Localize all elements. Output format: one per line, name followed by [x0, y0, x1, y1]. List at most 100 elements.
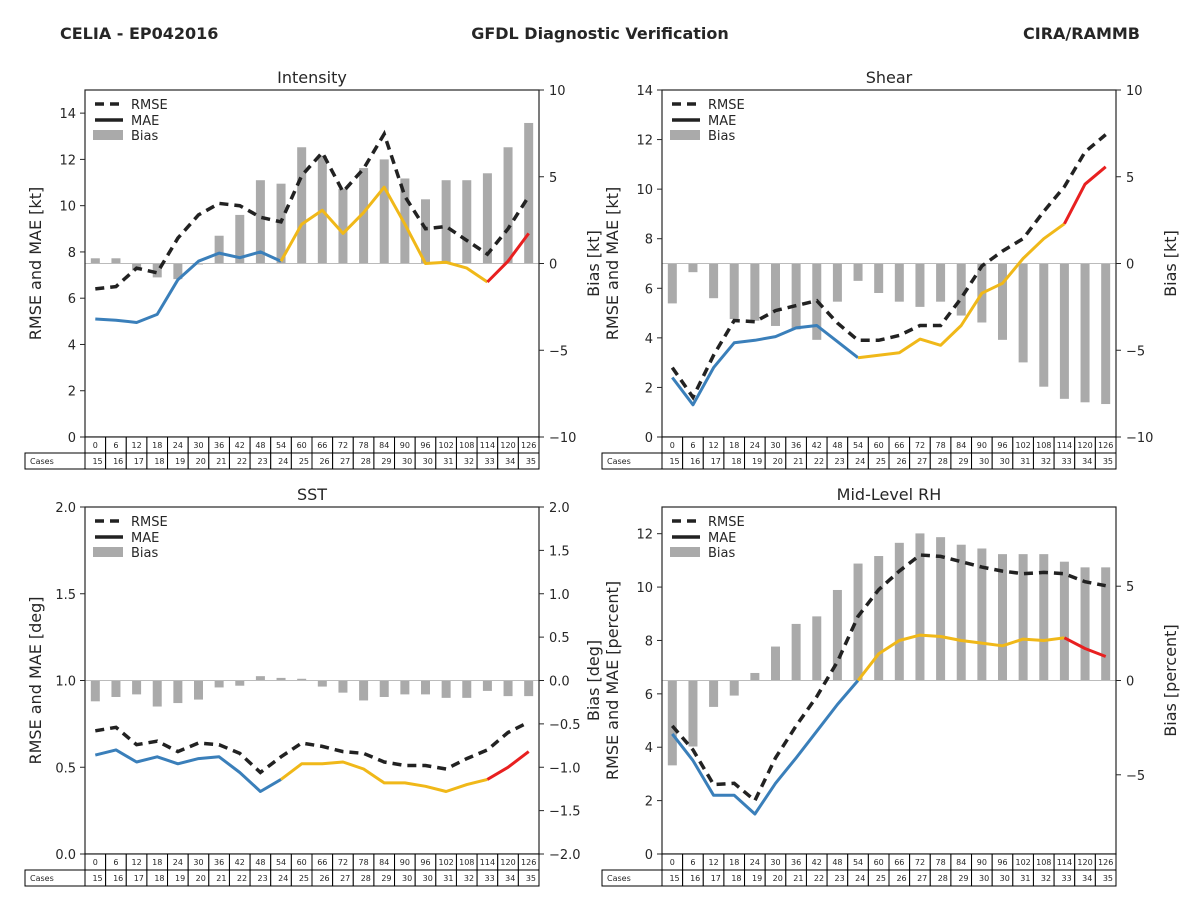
mae-line-early — [671, 324, 859, 407]
bias-bar — [152, 263, 162, 278]
bias-bar — [359, 168, 369, 264]
left-axis-label: RMSE and MAE [deg] — [26, 596, 45, 764]
bias-bar — [173, 263, 183, 280]
cases-table: Cases 0 15 6 16 12 17 18 18 24 19 30 20 36 21 42 22 48 23 5… — [24, 853, 540, 887]
table-hour-label: 12 — [708, 858, 718, 867]
table-hour-label: 6 — [690, 441, 695, 450]
table-hour-label: 0 — [93, 441, 98, 450]
table-hour-label: 102 — [1015, 858, 1030, 867]
table-hour-label: 126 — [521, 441, 536, 450]
bias-bar — [441, 680, 451, 698]
bias-bar — [998, 554, 1007, 681]
table-case-value: 33 — [485, 874, 495, 883]
table-case-value: 18 — [154, 874, 164, 883]
bias-bar — [1018, 263, 1028, 363]
table-case-value: 31 — [1020, 874, 1030, 883]
right-tick-label: −10 — [549, 431, 576, 446]
table-hour-label: 66 — [894, 441, 904, 450]
left-tick-label: 8 — [645, 233, 653, 248]
table-hour-label: 54 — [276, 441, 286, 450]
table-hour-label: 48 — [255, 858, 265, 867]
table-hour-label: 24 — [173, 858, 183, 867]
legend-bias-label: Bias — [708, 129, 735, 144]
table-case-value: 16 — [113, 457, 123, 466]
table-hour-label: 96 — [997, 441, 1007, 450]
table-case-value: 16 — [113, 874, 123, 883]
table-case-value: 22 — [237, 874, 247, 883]
mae-line-early — [671, 679, 860, 816]
table-case-value: 30 — [979, 874, 989, 883]
table-case-value: 19 — [752, 457, 762, 466]
table-case-value: 32 — [1041, 457, 1051, 466]
bias-bar — [750, 672, 760, 681]
chart-title: Intensity — [277, 68, 347, 87]
table-case-value: 25 — [299, 457, 309, 466]
right-tick-label: 0.5 — [549, 631, 570, 646]
bias-bar — [936, 263, 946, 302]
table-hour-label: 102 — [438, 858, 453, 867]
bias-bar — [977, 548, 987, 681]
left-tick-label: 12 — [59, 153, 76, 168]
table-case-value: 23 — [835, 874, 845, 883]
table-hour-label: 42 — [235, 441, 245, 450]
bias-bar — [1059, 263, 1069, 399]
table-hour-label: 72 — [338, 858, 348, 867]
table-case-value: 17 — [711, 457, 721, 466]
left-tick-label: 2 — [645, 381, 653, 396]
left-tick-label: 10 — [636, 581, 653, 596]
table-case-value: 18 — [731, 874, 741, 883]
table-case-value: 27 — [340, 457, 350, 466]
table-case-value: 34 — [505, 457, 515, 466]
bias-bar — [667, 263, 677, 304]
table-hour-label: 42 — [235, 858, 245, 867]
table-case-value: 29 — [381, 457, 391, 466]
legend-mae-label: MAE — [708, 531, 736, 546]
left-tick-label: 1.0 — [55, 675, 76, 690]
cases-table: Cases 0 15 6 16 12 17 18 18 24 19 30 20 36 21 42 22 48 23 5… — [601, 853, 1117, 887]
legend-rmse-label: RMSE — [708, 515, 745, 530]
bias-bar — [255, 676, 265, 681]
table-case-value: 24 — [278, 874, 288, 883]
bias-bar — [173, 680, 183, 704]
table-case-value: 23 — [258, 457, 268, 466]
table-case-value: 32 — [464, 457, 474, 466]
rmse-line — [670, 553, 1107, 804]
right-tick-label: −5 — [1126, 344, 1145, 359]
table-case-value: 30 — [423, 457, 433, 466]
bias-bar — [791, 623, 801, 681]
table-hour-label: 114 — [1057, 441, 1072, 450]
table-case-value: 15 — [669, 874, 679, 883]
table-hour-label: 96 — [420, 858, 430, 867]
table-case-value: 23 — [835, 457, 845, 466]
bias-bar — [874, 556, 884, 681]
right-tick-label: 0 — [1126, 675, 1134, 690]
table-case-value: 15 — [669, 457, 679, 466]
table-hour-label: 120 — [1077, 441, 1092, 450]
table-case-value: 21 — [793, 874, 803, 883]
bias-bar — [152, 680, 162, 707]
table-hour-label: 60 — [297, 441, 307, 450]
legend-bias-swatch — [93, 547, 123, 557]
bias-bar — [503, 680, 513, 697]
bias-bar — [379, 159, 389, 264]
bias-bar — [1059, 561, 1069, 681]
bias-bar — [482, 680, 492, 691]
table-hour-label: 90 — [400, 858, 410, 867]
bias-bar — [1018, 554, 1028, 681]
table-case-value: 19 — [175, 874, 185, 883]
legend-mae-label: MAE — [131, 114, 159, 129]
right-tick-label: 0.0 — [549, 675, 570, 690]
table-case-value: 23 — [258, 874, 268, 883]
table-case-value: 31 — [1020, 457, 1030, 466]
bias-bar — [503, 147, 513, 264]
mae-line-mid — [857, 222, 1066, 360]
table-case-value: 21 — [216, 457, 226, 466]
table-hour-label: 12 — [708, 441, 718, 450]
table-case-value: 28 — [938, 874, 948, 883]
table-case-value: 30 — [979, 457, 989, 466]
bias-bar — [688, 263, 698, 273]
table-case-value: 20 — [196, 457, 206, 466]
